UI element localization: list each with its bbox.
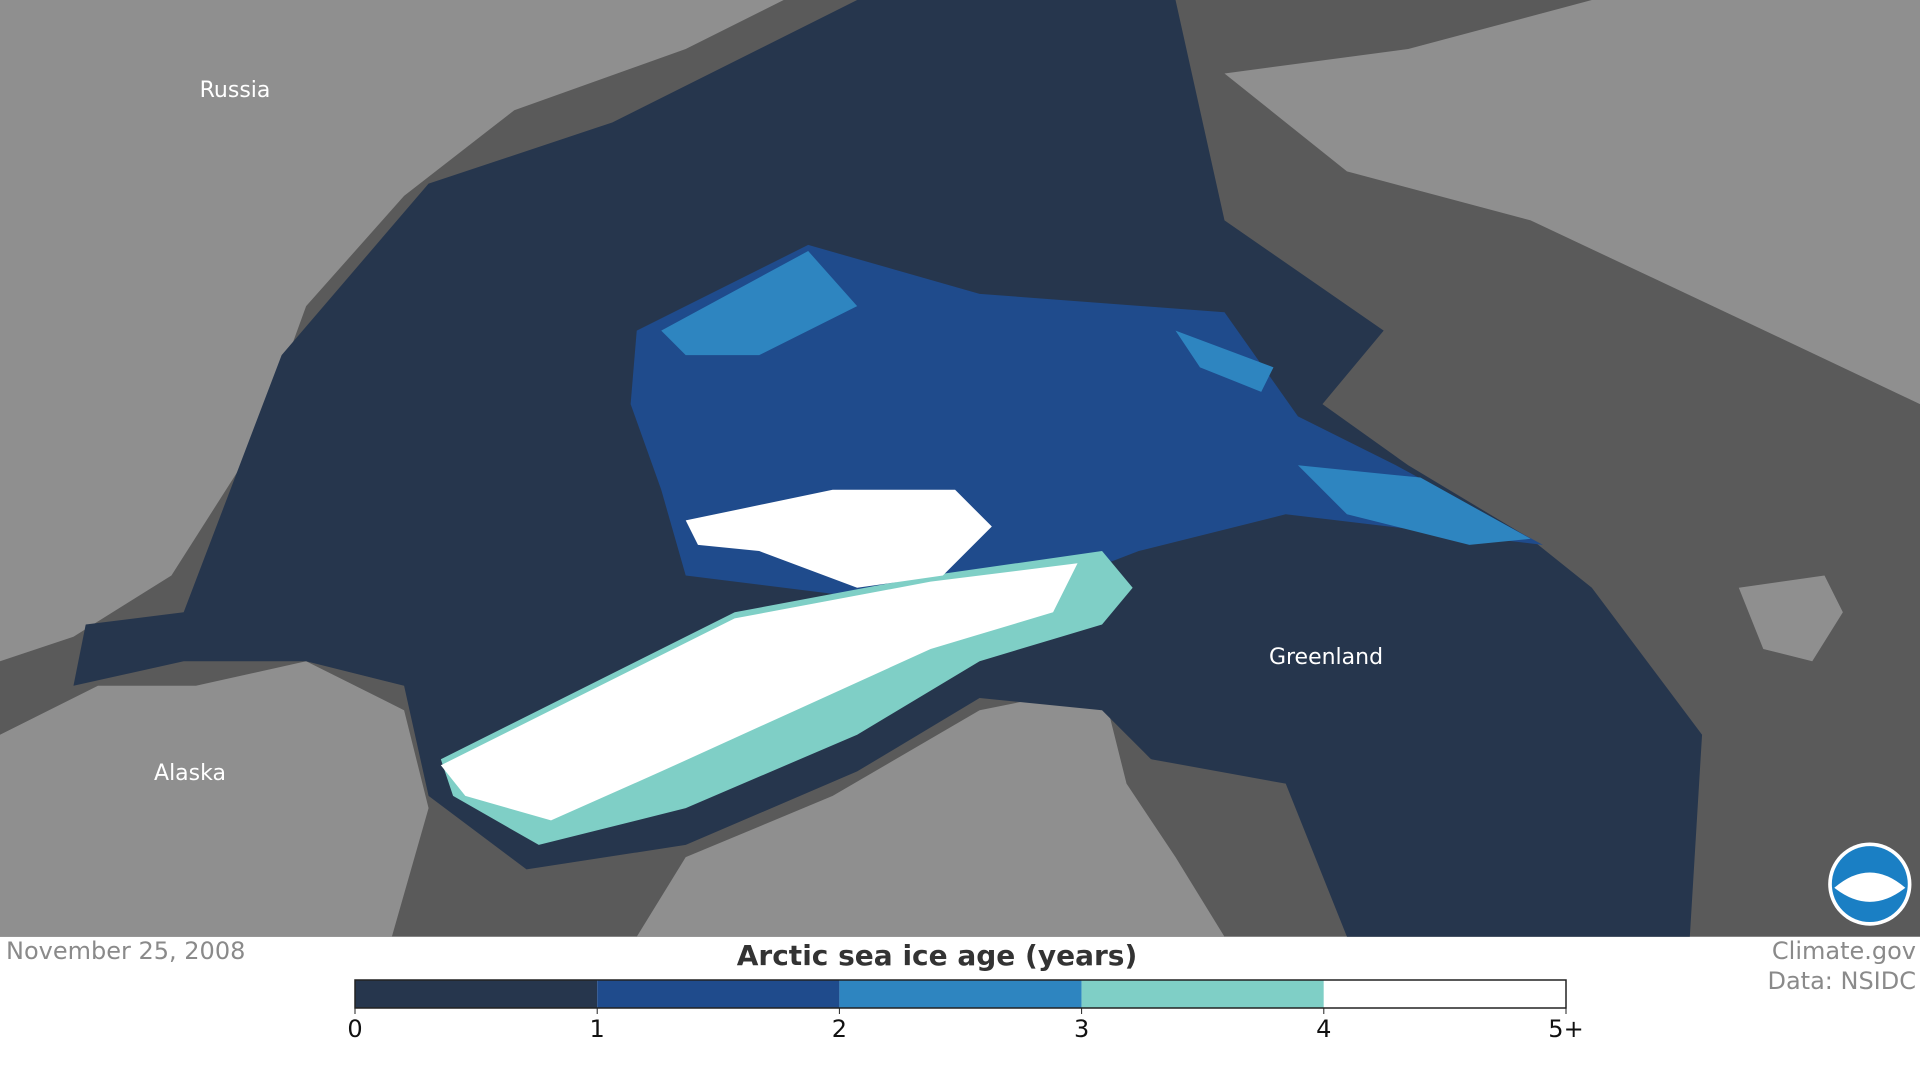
legend-tick-label: 2 bbox=[832, 1015, 847, 1043]
legend-swatch bbox=[839, 980, 1081, 1008]
region-label: Alaska bbox=[154, 761, 226, 786]
legend-tick-label: 3 bbox=[1074, 1015, 1089, 1043]
legend-swatch bbox=[1324, 980, 1566, 1008]
credit: Climate.gov bbox=[1772, 937, 1916, 965]
legend-tick-label: 1 bbox=[590, 1015, 605, 1043]
legend-tick-label: 5+ bbox=[1548, 1015, 1583, 1043]
legend-swatch bbox=[597, 980, 839, 1008]
region-label: Russia bbox=[200, 78, 271, 103]
date: November 25, 2008 bbox=[6, 937, 245, 965]
legend-tick-label: 0 bbox=[347, 1015, 362, 1043]
credit: Data: NSIDC bbox=[1767, 967, 1916, 995]
map bbox=[0, 0, 1920, 937]
land-alaska bbox=[0, 661, 429, 937]
legend-swatch bbox=[1082, 980, 1324, 1008]
region-label: Greenland bbox=[1269, 645, 1383, 670]
legend-swatch bbox=[355, 980, 597, 1008]
legend-title: Arctic sea ice age (years) bbox=[737, 939, 1138, 972]
legend-tick-label: 4 bbox=[1316, 1015, 1331, 1043]
